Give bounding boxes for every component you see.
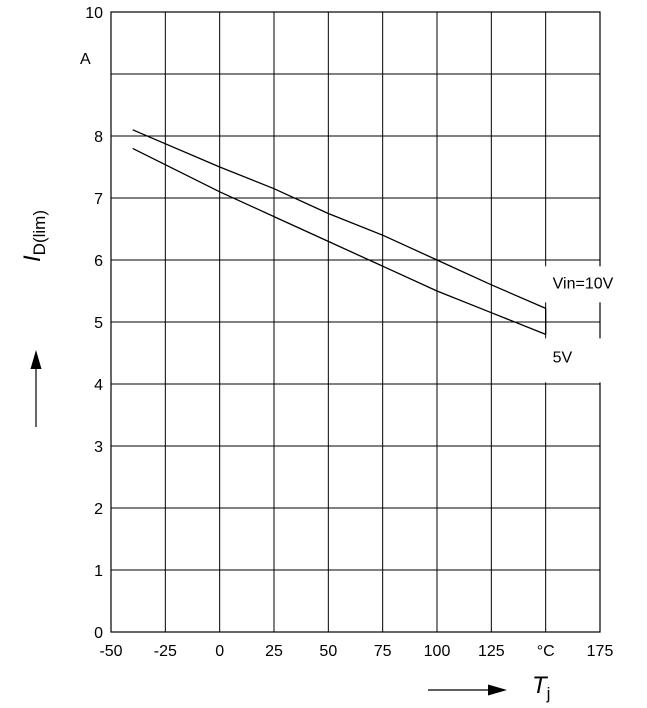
y-tick-label: 2 (94, 501, 103, 518)
tick-labels: -50 -25 0 25 50 75 100 125 °C 175 0 1 2 3 4 5 6 7 8 10 (85, 5, 613, 660)
series-label-backdrop (543, 338, 604, 383)
x-tick-label: 75 (374, 643, 392, 660)
x-tick-label: 100 (424, 643, 451, 660)
x-axis-title: Tj (532, 672, 550, 703)
y-tick-label: 0 (94, 625, 103, 642)
series-label-5v: 5V (553, 349, 573, 366)
y-tick-label: 7 (94, 191, 103, 208)
x-tick-label: 25 (265, 643, 283, 660)
y-tick-label: 1 (94, 563, 103, 580)
grid (110, 11, 639, 633)
y-axis-title: ID(lim) (19, 210, 49, 262)
y-tick-label: 3 (94, 439, 103, 456)
y-tick-label: 6 (94, 253, 103, 270)
y-tick-label: 10 (85, 5, 103, 22)
y-tick-label: 4 (94, 377, 103, 394)
series-line-vin-10v (132, 129, 546, 309)
y-tick-label: 5 (94, 315, 103, 332)
plot-frame (110, 11, 601, 633)
y-axis-title-main: I (19, 255, 46, 262)
x-tick-label: -25 (154, 643, 177, 660)
x-tick-label: -50 (99, 643, 122, 660)
x-direction-arrow (428, 684, 507, 696)
series-lines: Vin=10V 5V (132, 129, 614, 366)
series-line-5v (132, 147, 546, 336)
x-tick-label: 125 (478, 643, 505, 660)
x-tick-label: 0 (215, 643, 224, 660)
x-axis-title-subscript: j (546, 684, 551, 703)
x-tick-label: °C (537, 643, 555, 660)
y-axis-unit: A (80, 51, 91, 68)
series-label-backdrop (543, 266, 639, 303)
y-axis-title-subscript: D(lim) (30, 210, 49, 255)
y-tick-label: 8 (94, 129, 103, 146)
x-tick-label: 50 (319, 643, 337, 660)
y-direction-arrow (30, 350, 42, 427)
x-tick-label: 175 (587, 643, 614, 660)
x-axis-title-main: T (532, 672, 549, 699)
series-label-vin-10v: Vin=10V (553, 275, 614, 292)
